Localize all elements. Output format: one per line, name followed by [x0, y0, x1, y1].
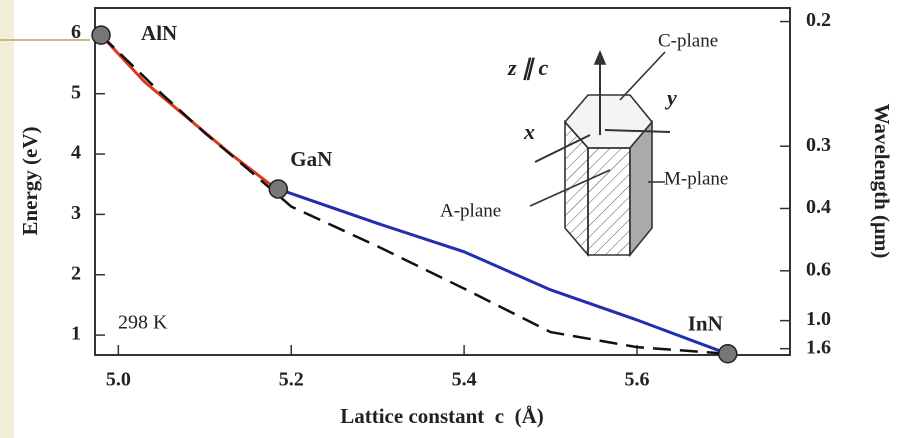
series-line	[100, 34, 728, 356]
y2-tick-label: 0.4	[806, 196, 831, 218]
material-point	[91, 25, 111, 45]
series-line	[277, 187, 729, 356]
x-tick-label: 5.2	[279, 369, 304, 391]
z-arrowhead	[593, 49, 607, 65]
inset-label: y	[664, 85, 677, 110]
x-tick-label: 5.6	[624, 369, 649, 391]
inset-label: z ∥ c	[507, 55, 549, 81]
y2-axis-title: Wavelength (μm)	[870, 104, 894, 259]
material-label: InN	[688, 312, 723, 336]
x-tick-label: 5.0	[106, 369, 131, 391]
series-line	[99, 34, 275, 189]
inset	[529, 49, 671, 258]
y-tick-label: 2	[71, 262, 81, 284]
y-tick-label: 1	[71, 323, 81, 345]
y2-tick-label: 1.6	[806, 336, 831, 358]
x-arrow	[534, 134, 591, 163]
temperature-label: 298 K	[118, 312, 168, 334]
y-arrow	[604, 129, 671, 133]
material-label: GaN	[290, 147, 332, 171]
face-front	[587, 147, 631, 256]
y2-tick-label: 1.0	[806, 308, 831, 330]
y-tick-label: 3	[71, 202, 81, 224]
plot-frame	[94, 7, 791, 356]
y2-tick-label: 0.2	[806, 9, 831, 31]
material-point	[718, 344, 738, 364]
y-tick-label: 6	[71, 21, 81, 43]
c-plane-pointer	[619, 51, 666, 101]
inset-label: A-plane	[440, 200, 501, 221]
x-tick-label: 5.4	[452, 369, 477, 391]
x-axis-title: Lattice constant c (Å)	[340, 404, 544, 428]
y-tick-label: 5	[71, 81, 81, 103]
material-label: AlN	[141, 21, 177, 45]
y2-tick-label: 0.3	[806, 134, 831, 156]
y-tick-label: 4	[71, 142, 81, 164]
material-point	[268, 179, 289, 199]
y-axis-title: Energy (eV)	[18, 126, 42, 235]
inset-label: M-plane	[664, 168, 728, 189]
y2-tick-label: 0.6	[806, 258, 831, 280]
a-plane-pointer	[529, 169, 611, 207]
slide-strip	[0, 0, 14, 438]
inset-label: x	[523, 119, 535, 144]
inset-label: C-plane	[658, 30, 718, 51]
